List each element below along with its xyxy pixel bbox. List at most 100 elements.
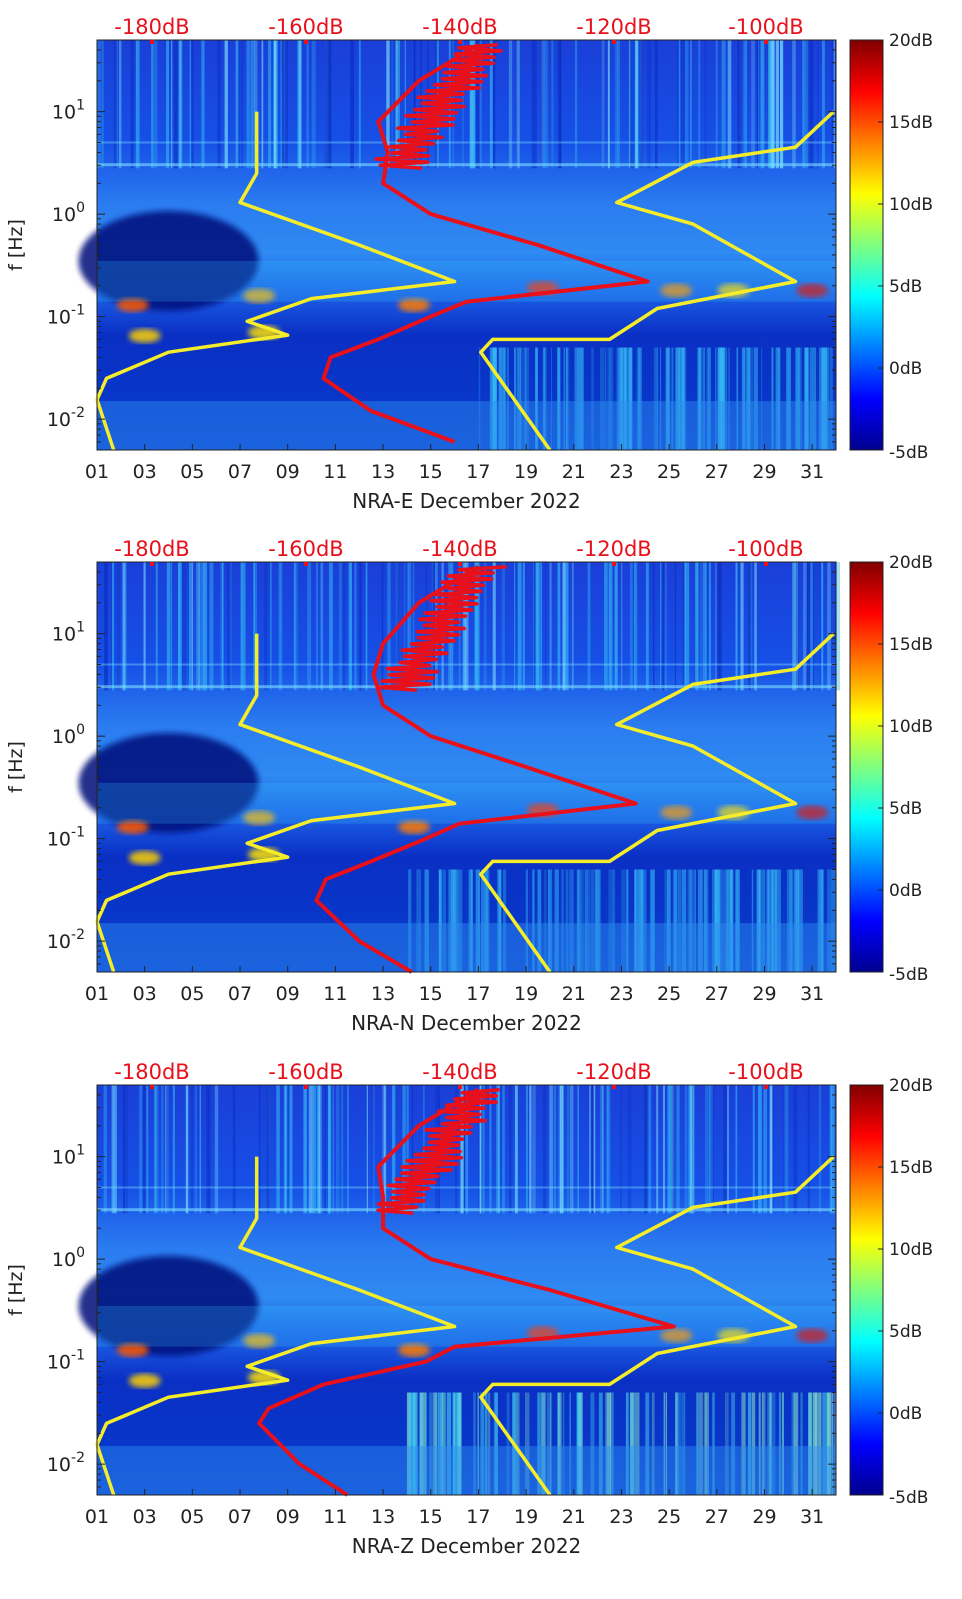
texture-stripe <box>721 40 726 169</box>
texture-stripe <box>599 1085 603 1214</box>
top-db-tick <box>150 40 154 44</box>
texture-stripe <box>805 562 808 691</box>
texture-stripe <box>576 347 581 450</box>
texture-stripe <box>696 1392 698 1495</box>
x-tick-label: 19 <box>514 461 538 483</box>
texture-stripe <box>460 1085 464 1214</box>
texture-stripe <box>166 40 169 169</box>
texture-stripe <box>324 1085 326 1214</box>
texture-stripe <box>535 347 538 450</box>
texture-stripe <box>104 562 108 691</box>
texture-stripe <box>728 869 733 972</box>
texture-stripe <box>644 869 647 972</box>
texture-stripe <box>220 562 222 691</box>
texture-stripe <box>698 1392 703 1495</box>
texture-stripe <box>515 1085 518 1214</box>
texture-stripe <box>818 1392 822 1495</box>
texture-stripe <box>442 869 446 972</box>
texture-stripe <box>634 562 637 691</box>
line-red-psd-highfreq <box>377 564 507 693</box>
texture-stripe <box>718 562 722 691</box>
texture-stripe <box>130 40 134 169</box>
texture-stripe <box>387 562 391 691</box>
colorbar-tick-label: -5dB <box>889 1488 928 1508</box>
texture-stripe <box>535 562 538 691</box>
texture-band <box>97 782 836 824</box>
texture-stripe <box>425 1392 428 1495</box>
texture-stripe <box>723 869 728 972</box>
texture-stripe <box>475 869 480 972</box>
texture-stripe <box>161 1085 164 1214</box>
texture-stripe <box>731 1392 736 1495</box>
texture-stripe <box>258 1085 261 1214</box>
texture-stripe <box>700 562 703 691</box>
x-tick-label: 25 <box>657 1506 681 1528</box>
x-tick-label: 09 <box>276 461 300 483</box>
texture-stripe <box>435 1392 440 1495</box>
texture-stripe <box>725 1392 729 1495</box>
texture-stripe <box>664 869 668 972</box>
texture-stripe <box>569 1392 571 1495</box>
y-tick-label: 100 <box>52 722 85 748</box>
texture-stripe <box>768 40 772 169</box>
texture-stripe <box>818 1085 822 1214</box>
texture-stripe <box>451 869 455 972</box>
texture-stripe <box>165 1085 167 1214</box>
texture-stripe <box>665 562 667 691</box>
texture-blob <box>128 1373 161 1388</box>
texture-stripe <box>758 869 761 972</box>
texture-stripe <box>811 347 817 450</box>
texture-stripe <box>122 1085 126 1214</box>
texture-stripe <box>684 1085 688 1214</box>
texture-stripe <box>531 40 535 169</box>
texture-stripe <box>137 40 140 169</box>
texture-stripe <box>694 562 698 691</box>
texture-stripe <box>707 347 711 450</box>
texture-stripe <box>577 347 582 450</box>
texture-stripe <box>833 40 835 169</box>
texture-stripe <box>397 40 401 169</box>
texture-stripe <box>458 869 463 972</box>
texture-stripe <box>810 562 813 691</box>
texture-stripe <box>745 40 747 169</box>
texture-stripe <box>608 869 613 972</box>
texture-stripe <box>517 347 521 450</box>
texture-stripe <box>278 562 282 691</box>
texture-stripe <box>571 562 574 691</box>
texture-stripe <box>458 1392 461 1495</box>
texture-stripe <box>477 1392 479 1495</box>
texture-stripe <box>704 562 707 691</box>
texture-blob <box>243 810 276 825</box>
texture-stripe <box>821 869 824 972</box>
texture-stripe <box>625 869 628 972</box>
texture-stripe <box>446 1392 452 1495</box>
y-tick-label: 10-2 <box>47 1450 85 1476</box>
texture-stripe <box>468 869 473 972</box>
texture-stripe <box>627 347 633 450</box>
x-axis-title: NRA-Z December 2022 <box>352 1534 582 1558</box>
texture-stripe <box>404 1085 409 1214</box>
texture-stripe <box>651 1392 655 1495</box>
colorbar-tick-label: 0dB <box>889 881 922 901</box>
texture-stripe <box>613 869 616 972</box>
texture-stripe <box>293 562 296 691</box>
texture-stripe <box>760 40 765 169</box>
texture-stripe <box>545 562 547 691</box>
texture-blob <box>243 1333 276 1348</box>
texture-stripe <box>656 347 659 450</box>
texture-stripe <box>347 1085 349 1214</box>
texture-stripe <box>497 869 501 972</box>
texture-stripe <box>308 1085 313 1214</box>
spectrogram-texture <box>78 562 840 972</box>
texture-blob <box>128 328 161 343</box>
texture-stripe <box>537 1392 541 1495</box>
texture-stripe <box>387 562 389 691</box>
texture-stripe <box>479 1392 485 1495</box>
texture-stripe <box>591 869 594 972</box>
texture-stripe <box>672 347 674 450</box>
texture-stripe <box>201 40 205 169</box>
texture-stripe <box>817 869 820 972</box>
texture-stripe <box>574 40 578 169</box>
texture-stripe <box>348 562 352 691</box>
